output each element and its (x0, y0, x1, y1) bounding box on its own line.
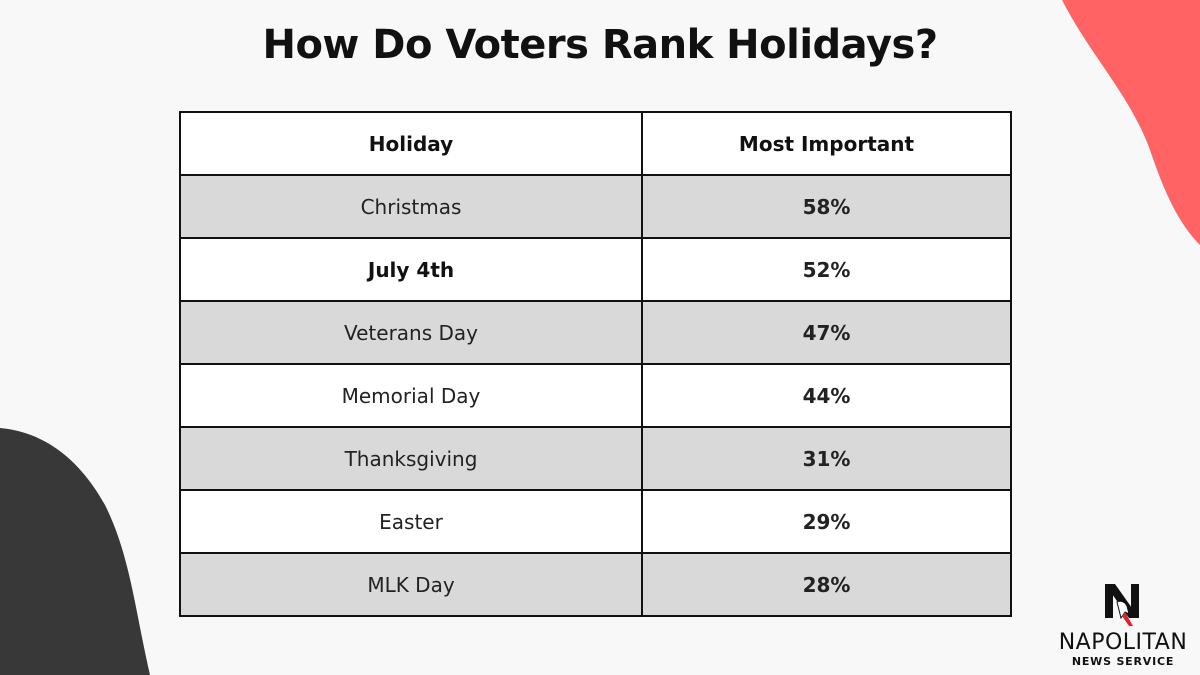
holiday-cell: Thanksgiving (179, 426, 643, 491)
table-row: Christmas 58% (179, 174, 1012, 239)
percent-cell: 58% (641, 174, 1012, 239)
table-header-row: Holiday Most Important (179, 111, 1012, 176)
header-most-important: Most Important (641, 111, 1012, 176)
napolitan-logo: NAPOLITAN NEWS SERVICE (1048, 582, 1198, 668)
holiday-ranking-table: Holiday Most Important Christmas 58% Jul… (179, 111, 1012, 617)
table-row: Easter 29% (179, 489, 1012, 554)
holiday-cell: Veterans Day (179, 300, 643, 365)
dark-corner-blob (0, 428, 150, 675)
holiday-cell: Christmas (179, 174, 643, 239)
percent-cell: 47% (641, 300, 1012, 365)
percent-cell: 29% (641, 489, 1012, 554)
holiday-cell: Memorial Day (179, 363, 643, 428)
red-corner-blob (1062, 0, 1200, 245)
table-row: Thanksgiving 31% (179, 426, 1012, 491)
table-row: Veterans Day 47% (179, 300, 1012, 365)
napolitan-n-eagle-icon (1105, 584, 1139, 626)
table-row: MLK Day 28% (179, 552, 1012, 617)
page-title: How Do Voters Rank Holidays? (262, 22, 938, 68)
percent-cell: 31% (641, 426, 1012, 491)
percent-cell: 44% (641, 363, 1012, 428)
holiday-cell: July 4th (179, 237, 643, 302)
holiday-cell: Easter (179, 489, 643, 554)
percent-cell: 28% (641, 552, 1012, 617)
logo-name: NAPOLITAN (1058, 630, 1188, 655)
header-holiday: Holiday (179, 111, 643, 176)
table-row: July 4th 52% (179, 237, 1012, 302)
percent-cell: 52% (641, 237, 1012, 302)
table-row: Memorial Day 44% (179, 363, 1012, 428)
holiday-cell: MLK Day (179, 552, 643, 617)
logo-subtitle: NEWS SERVICE (1071, 655, 1175, 668)
